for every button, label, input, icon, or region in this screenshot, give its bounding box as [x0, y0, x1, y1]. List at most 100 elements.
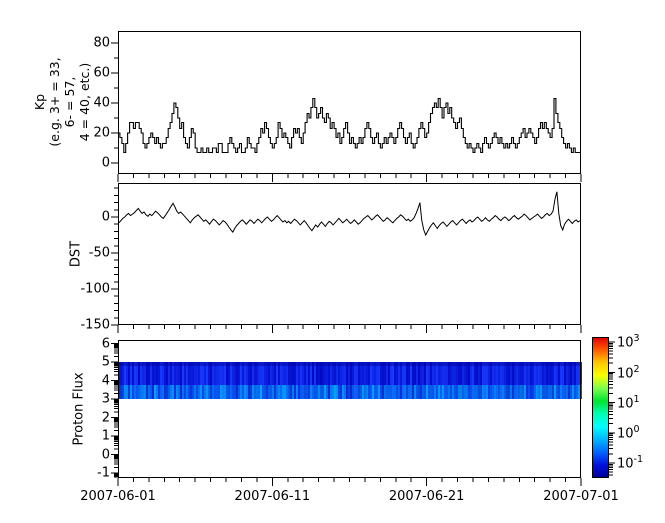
proton-flux-heatmap-column: [346, 362, 348, 399]
proton-flux-heatmap-column: [328, 362, 330, 399]
proton-flux-heatmap-column: [516, 362, 518, 399]
proton-flux-heatmap-streak: [360, 385, 362, 399]
proton-flux-heatmap-column: [268, 362, 270, 399]
proton-flux-heatmap-column: [326, 362, 328, 399]
proton-flux-heatmap-streak: [512, 385, 514, 399]
proton-flux-heatmap-streak: [432, 385, 434, 399]
proton-flux-heatmap-streak: [448, 385, 450, 399]
proton-flux-heatmap-column: [434, 362, 436, 399]
proton-flux-heatmap-streak: [450, 385, 452, 399]
proton-flux-heatmap-streak: [528, 385, 530, 399]
proton-flux-heatmap-streak: [152, 385, 154, 399]
proton-flux-heatmap-streak: [510, 385, 512, 399]
proton-flux-heatmap-streak: [266, 385, 268, 399]
proton-flux-heatmap-column: [284, 362, 286, 399]
proton-flux-heatmap-streak: [270, 385, 272, 399]
proton-flux-heatmap-column: [278, 362, 280, 399]
proton-flux-heatmap-column: [252, 362, 254, 399]
proton-flux-heatmap-column: [380, 362, 382, 399]
proton-flux-heatmap-column: [260, 362, 262, 399]
proton-flux-heatmap-column: [238, 362, 240, 399]
proton-flux-heatmap-streak: [210, 385, 212, 399]
proton-flux-heatmap-column: [176, 362, 178, 399]
proton-flux-heatmap-streak: [158, 385, 160, 399]
proton-flux-heatmap-streak: [464, 385, 466, 399]
proton-flux-heatmap-streak: [258, 385, 260, 399]
proton-flux-heatmap-column: [130, 362, 132, 399]
proton-flux-heatmap-column: [448, 362, 450, 399]
proton-flux-heatmap-column: [280, 362, 282, 399]
proton-flux-heatmap-streak: [516, 385, 518, 399]
proton-flux-heatmap-streak: [248, 385, 250, 399]
proton-flux-heatmap-streak: [234, 385, 236, 399]
proton-flux-heatmap-column: [192, 362, 194, 399]
proton-flux-heatmap-streak: [542, 385, 544, 399]
proton-flux-heatmap-column: [168, 362, 170, 399]
proton-flux-heatmap-column: [536, 362, 538, 399]
x-tick-label: 2007-06-11: [234, 489, 311, 504]
proton-flux-heatmap-streak: [406, 385, 408, 399]
proton-flux-heatmap-column: [414, 362, 416, 399]
proton-flux-heatmap-streak: [256, 385, 258, 399]
proton-flux-heatmap-column: [180, 362, 182, 399]
proton-flux-heatmap-streak: [418, 385, 420, 399]
proton-flux-heatmap-streak: [198, 385, 200, 399]
proton-flux-heatmap-streak: [274, 385, 276, 399]
proton-flux-heatmap-streak: [176, 385, 178, 399]
proton-flux-heatmap-column: [378, 362, 380, 399]
proton-flux-heatmap-column: [150, 362, 152, 399]
proton-flux-heatmap-streak: [144, 385, 146, 399]
proton-flux-heatmap-column: [202, 362, 204, 399]
proton-flux-heatmap-column: [182, 362, 184, 399]
proton-flux-heatmap-streak: [440, 385, 442, 399]
proton-flux-heatmap-streak: [488, 385, 490, 399]
proton-flux-heatmap-streak: [494, 385, 496, 399]
proton-flux-heatmap-streak: [540, 385, 542, 399]
proton-flux-heatmap-column: [186, 362, 188, 399]
proton-flux-heatmap-streak: [180, 385, 182, 399]
proton-flux-heatmap-streak: [284, 385, 286, 399]
proton-flux-heatmap-column: [274, 362, 276, 399]
proton-flux-heatmap-streak: [522, 385, 524, 399]
proton-flux-heatmap-streak: [208, 385, 210, 399]
proton-flux-heatmap-column: [286, 362, 288, 399]
proton-flux-heatmap-streak: [350, 385, 352, 399]
proton-flux-heatmap-streak: [476, 385, 478, 399]
proton-flux-heatmap-streak: [560, 385, 562, 399]
proton-flux-heatmap-column: [576, 362, 578, 399]
proton-flux-heatmap-streak: [260, 385, 262, 399]
proton-flux-heatmap-column: [538, 362, 540, 399]
proton-flux-heatmap-column: [244, 362, 246, 399]
proton-flux-heatmap-column: [422, 362, 424, 399]
proton-flux-heatmap-column: [526, 362, 528, 399]
proton-flux-heatmap-streak: [264, 385, 266, 399]
proton-flux-heatmap-streak: [462, 385, 464, 399]
proton-flux-heatmap-streak: [306, 385, 308, 399]
proton-flux-heatmap-column: [478, 362, 480, 399]
proton-flux-heatmap-streak: [142, 385, 144, 399]
proton-flux-heatmap-column: [164, 362, 166, 399]
proton-flux-heatmap-streak: [566, 385, 568, 399]
proton-flux-heatmap-streak: [296, 385, 298, 399]
proton-flux-heatmap-column: [310, 362, 312, 399]
proton-flux-heatmap-column: [214, 362, 216, 399]
kp-y-tick-label: 0: [101, 155, 110, 171]
proton-flux-heatmap-column: [340, 362, 342, 399]
proton-flux-heatmap-column: [388, 362, 390, 399]
proton-flux-heatmap-streak: [532, 385, 534, 399]
proton-flux-heatmap-column: [296, 362, 298, 399]
proton-flux-heatmap-streak: [188, 385, 190, 399]
proton-flux-heatmap-streak: [430, 385, 432, 399]
proton-flux-heatmap-column: [476, 362, 478, 399]
proton-flux-heatmap-streak: [472, 385, 474, 399]
proton-flux-heatmap-streak: [174, 385, 176, 399]
proton-flux-heatmap-column: [290, 362, 292, 399]
proton-flux-heatmap-column: [512, 362, 514, 399]
proton-flux-heatmap-column: [266, 362, 268, 399]
proton-flux-heatmap-streak: [276, 385, 278, 399]
proton-flux-heatmap-column: [178, 362, 180, 399]
dst-y-tick-label: 0: [101, 209, 110, 225]
proton-y-tick-label: -1: [97, 465, 110, 481]
proton-flux-heatmap-column: [162, 362, 164, 399]
